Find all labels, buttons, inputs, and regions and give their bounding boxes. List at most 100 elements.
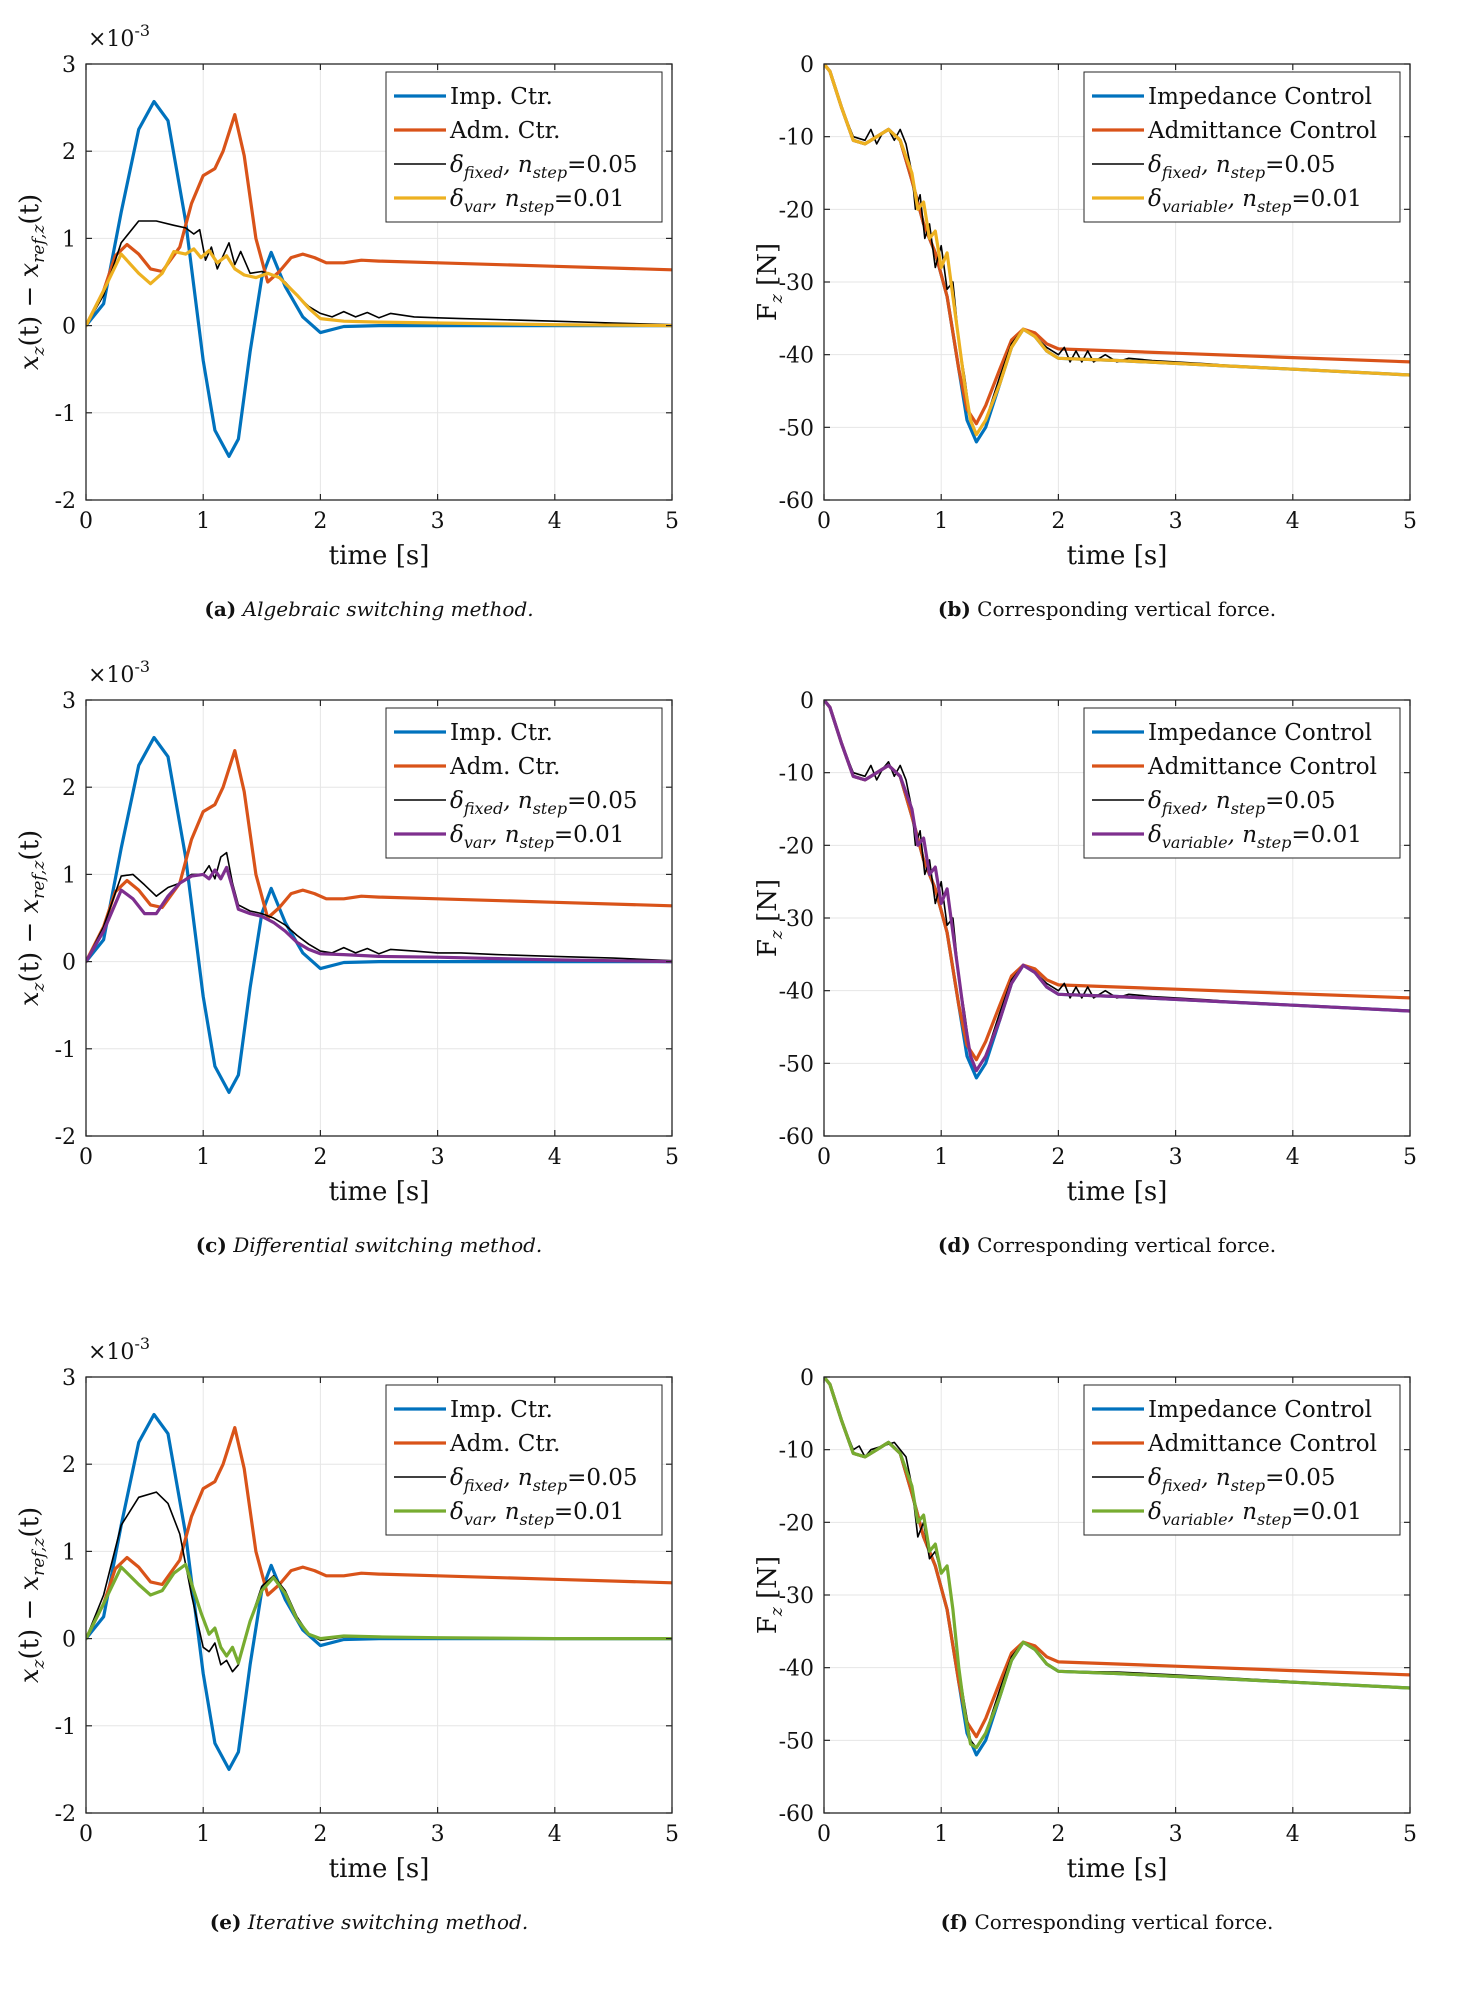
caption-a: (a) Algebraic switching method. (0, 597, 738, 621)
legend-rest2: =0.01 (554, 822, 624, 848)
legend-sub: var (464, 197, 492, 216)
legend-rest: , n (1201, 788, 1230, 814)
ylabel-sub: z (29, 346, 49, 357)
y-tick-label: 3 (62, 1366, 76, 1391)
y-tick-label: 0 (800, 53, 814, 78)
legend-label: Imp. Ctr. (450, 84, 553, 110)
legend-symbol: δ (1148, 152, 1162, 178)
legend-rest2: =0.05 (1265, 152, 1335, 178)
legend-text: Admittance Control (1147, 118, 1377, 144)
legend-rest: , n (490, 1499, 519, 1525)
y-tick-label: 2 (62, 776, 76, 801)
legend-label: δvariable, nstep=0.01 (1148, 822, 1362, 852)
series-line-var (86, 247, 672, 328)
exponent-power: -3 (134, 1334, 150, 1353)
exponent-power: -3 (134, 657, 150, 676)
caption-text: Corresponding vertical force. (974, 1910, 1274, 1934)
legend-rest: , n (503, 788, 532, 814)
series-line-imp (86, 1412, 672, 1771)
x-tick-label: 2 (313, 1145, 327, 1170)
series-group (824, 1377, 1410, 1757)
legend-label: Adm. Ctr. (449, 754, 560, 780)
series-line-adm (86, 112, 672, 328)
x-tick-label: 5 (1403, 509, 1417, 534)
x-axis-label: time [s] (1067, 1854, 1168, 1884)
y-exponent-label: ×10-3 (88, 657, 150, 688)
x-tick-label: 1 (196, 1145, 210, 1170)
x-tick-label: 3 (1169, 1145, 1183, 1170)
caption-e: (e) Iterative switching method. (0, 1910, 738, 1934)
y-tick-label: 3 (62, 689, 76, 714)
ylabel-mid: (t) − (15, 277, 45, 346)
legend-sub: var (464, 833, 492, 852)
y-tick-label: -20 (779, 1511, 814, 1536)
legend-label: Imp. Ctr. (450, 720, 553, 746)
ylabel-var: x (15, 1668, 45, 1683)
legend-label: Admittance Control (1147, 118, 1377, 144)
legend-text: Impedance Control (1148, 1397, 1372, 1423)
y-tick-label: -40 (779, 344, 814, 369)
ylabel-sub: z (29, 1659, 49, 1670)
legend-rest: , n (1228, 186, 1257, 212)
x-tick-label: 1 (934, 1822, 948, 1847)
caption-text: Iterative switching method. (247, 1910, 529, 1934)
y-tick-label: -20 (779, 834, 814, 859)
x-tick-label: 4 (548, 1822, 562, 1847)
series-group (86, 1412, 672, 1771)
legend-label: δfixed, nstep=0.05 (1148, 1465, 1336, 1495)
legend-label: Impedance Control (1148, 1397, 1372, 1423)
x-tick-label: 2 (313, 1822, 327, 1847)
chart-d: 0 1 2 3 4 5 -60 -50 -40 -30 -20 -10 0 time [s] Fz [N] I… (753, 689, 1417, 1207)
chart-f: 0 1 2 3 4 5 -60 -50 -40 -30 -20 -10 0 time [s] Fz [N] I… (753, 1366, 1417, 1884)
legend-sub: var (464, 1510, 492, 1529)
chart-panel-d: 0 1 2 3 4 5 -60 -50 -40 -30 -20 -10 0 time [s] Fz [N] I… (738, 636, 1476, 1236)
y-axis-label: Fz [N] (753, 1556, 787, 1634)
x-tick-label: 4 (1286, 509, 1300, 534)
legend-rest: , n (1201, 1465, 1230, 1491)
x-tick-label: 0 (79, 1822, 93, 1847)
y-tick-label: 1 (62, 1540, 76, 1565)
y-tick-label: -1 (55, 1038, 76, 1063)
legend-text: Adm. Ctr. (449, 754, 560, 780)
x-tick-label: 1 (934, 1145, 948, 1170)
exponent-power: -3 (134, 21, 150, 40)
legend-symbol: δ (1148, 1499, 1162, 1525)
legend-rest: , n (490, 186, 519, 212)
y-tick-label: -2 (55, 1802, 76, 1827)
legend-label: δvar, nstep=0.01 (450, 822, 624, 852)
y-axis-label: Fz [N] (753, 243, 787, 321)
legend-label: δvar, nstep=0.01 (450, 1499, 624, 1529)
y-tick-label: -30 (779, 907, 814, 932)
exponent-base: ×10 (88, 27, 134, 52)
y-tick-label: -50 (779, 416, 814, 441)
chart-panel-a: 0 1 2 3 4 5 -2 -1 0 1 2 3 time [s] xz(t) − xref,z(t) ×… (0, 0, 738, 600)
x-tick-label: 2 (313, 509, 327, 534)
ylabel-var: x (15, 898, 45, 913)
caption-text: Corresponding vertical force. (977, 597, 1277, 621)
x-tick-label: 3 (431, 1822, 445, 1847)
ylabel-sub: z (767, 929, 787, 940)
legend-label: δfixed, nstep=0.05 (450, 152, 638, 182)
y-tick-label: -60 (779, 1125, 814, 1150)
x-axis-label: time [s] (1067, 1177, 1168, 1207)
legend-rest2: =0.05 (567, 152, 637, 178)
legend-sub: variable (1162, 1510, 1228, 1529)
legend-sub2: step (1231, 163, 1265, 182)
y-tick-label: -20 (779, 198, 814, 223)
x-axis-label: time [s] (329, 1854, 430, 1884)
legend-sub2: step (1257, 197, 1291, 216)
x-tick-label: 2 (1051, 1145, 1065, 1170)
ylabel-sub: z (767, 293, 787, 304)
ylabel-var: x (15, 1575, 45, 1590)
series-group (86, 99, 672, 458)
ylabel-sub: z (29, 982, 49, 993)
series-group (86, 735, 672, 1094)
legend-label: Impedance Control (1148, 720, 1372, 746)
x-tick-label: 0 (817, 509, 831, 534)
ylabel-var: x (15, 991, 45, 1006)
legend-text: Imp. Ctr. (450, 1397, 553, 1423)
series-line-imp (86, 735, 672, 1094)
legend-sub2: step (520, 1510, 554, 1529)
chart-panel-c: 0 1 2 3 4 5 -2 -1 0 1 2 3 time [s] xz(t) − xref,z(t) ×… (0, 636, 738, 1236)
